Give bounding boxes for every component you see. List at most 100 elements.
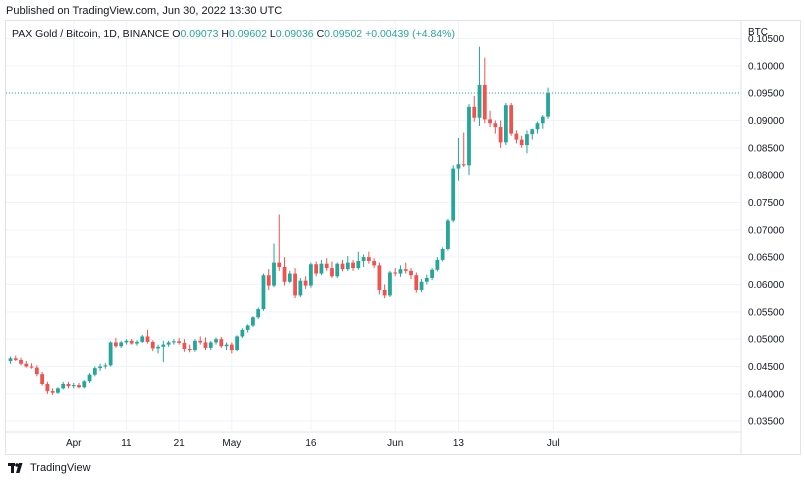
candle-body — [366, 257, 371, 261]
y-tick-label: 0.08000 — [748, 171, 785, 182]
candle-body — [356, 260, 361, 269]
candle-body — [203, 342, 208, 348]
candle-body — [330, 268, 334, 277]
x-tick-label: Jun — [387, 438, 403, 449]
candle-body — [340, 263, 345, 270]
candle-body — [493, 123, 498, 128]
x-tick-label: 16 — [305, 438, 317, 449]
legend-open-label: O — [172, 28, 181, 40]
legend-close-label: C — [316, 28, 325, 40]
candle-body — [119, 342, 124, 347]
candle-body — [187, 349, 192, 351]
candle-body — [477, 84, 482, 118]
candle-body — [77, 385, 81, 388]
candle-body — [419, 281, 424, 290]
candle-body — [472, 106, 477, 118]
candle-body — [324, 263, 329, 269]
candle-body — [40, 374, 45, 384]
candle-body — [87, 374, 92, 382]
candle-body — [282, 267, 287, 282]
y-tick-label: 0.05000 — [748, 335, 785, 346]
chart-legend: PAX Gold / Bitcoin, 1D, BINANCE O0.09073… — [12, 28, 455, 40]
candle-body — [272, 262, 276, 286]
legend-high-label: H — [221, 28, 229, 40]
candle-body — [261, 275, 266, 310]
x-tick-label: Jul — [547, 438, 560, 449]
x-tick-label: 13 — [453, 438, 465, 449]
candle-body — [229, 344, 234, 351]
y-tick-label: 0.06000 — [748, 280, 785, 291]
candle-body — [308, 264, 313, 286]
y-tick-label: 0.10500 — [748, 34, 785, 45]
candle-body — [388, 272, 392, 296]
y-tick-label: 0.04500 — [748, 362, 785, 373]
candle-body — [514, 133, 519, 140]
candle-body — [277, 262, 282, 267]
candle-body — [530, 129, 535, 135]
candle-body — [509, 105, 514, 134]
candle-body — [82, 381, 87, 388]
candle-body — [409, 270, 413, 276]
candle-body — [129, 340, 134, 344]
candle-body — [150, 341, 155, 349]
candle-body — [71, 385, 76, 387]
candle-body — [245, 325, 250, 330]
x-tick-label: May — [222, 438, 241, 449]
candle-body — [50, 391, 55, 393]
candle-body — [440, 248, 445, 260]
candle-body — [8, 358, 13, 362]
candle-body — [435, 259, 440, 270]
y-tick-label: 0.08500 — [748, 143, 785, 154]
y-tick-label: 0.09500 — [748, 89, 785, 100]
candle-body — [198, 340, 203, 343]
candle-body — [372, 260, 377, 266]
y-tick-label: 0.10000 — [748, 61, 785, 72]
candle-body — [177, 341, 182, 343]
candle-body — [446, 220, 450, 249]
candle-body — [525, 134, 529, 146]
legend-change: +0.00439 (+4.84%) — [365, 28, 455, 40]
candle-body — [214, 339, 218, 343]
candle-body — [103, 365, 108, 367]
candle-body — [161, 344, 166, 347]
candle-body — [519, 139, 524, 146]
candle-body — [266, 275, 271, 286]
candle-body — [34, 367, 39, 375]
candle-body — [114, 342, 118, 347]
candle-body — [503, 105, 508, 143]
candle-body — [430, 269, 434, 278]
candle-body — [140, 336, 145, 342]
candle-body — [482, 84, 487, 120]
tradingview-brand: TradingView — [30, 462, 91, 474]
candle-body — [456, 164, 461, 169]
candle-body — [235, 336, 240, 351]
x-tick-label: 21 — [174, 438, 186, 449]
y-tick-label: 0.04000 — [748, 389, 785, 400]
legend-open-value: 0.09073 — [180, 28, 219, 40]
candle-body — [224, 344, 229, 347]
candle-body — [403, 269, 408, 271]
tradingview-logo[interactable]: TradingView — [8, 462, 91, 474]
published-caption: Published on TradingView.com, Jun 30, 20… — [6, 5, 283, 17]
legend-symbol: PAX Gold / Bitcoin, 1D, BINANCE — [12, 28, 170, 40]
candle-body — [540, 116, 545, 124]
y-tick-label: 0.07500 — [748, 198, 785, 209]
candle-body — [546, 93, 550, 117]
candle-body — [377, 265, 382, 290]
candle-body — [498, 127, 503, 143]
candle-body — [398, 269, 403, 274]
candle-body — [424, 277, 429, 282]
candle-body — [345, 262, 350, 270]
y-tick-label: 0.05500 — [748, 307, 785, 318]
candle-body — [488, 119, 492, 124]
candle-body — [135, 341, 139, 344]
legend-high-value: 0.09602 — [228, 28, 267, 40]
candle-body — [535, 123, 540, 130]
y-tick-label: 0.09000 — [748, 116, 785, 127]
candle-body — [145, 336, 150, 342]
candle-body — [298, 280, 303, 296]
candle-body — [92, 368, 97, 375]
candle-body — [467, 106, 471, 166]
candle-body — [56, 388, 60, 393]
